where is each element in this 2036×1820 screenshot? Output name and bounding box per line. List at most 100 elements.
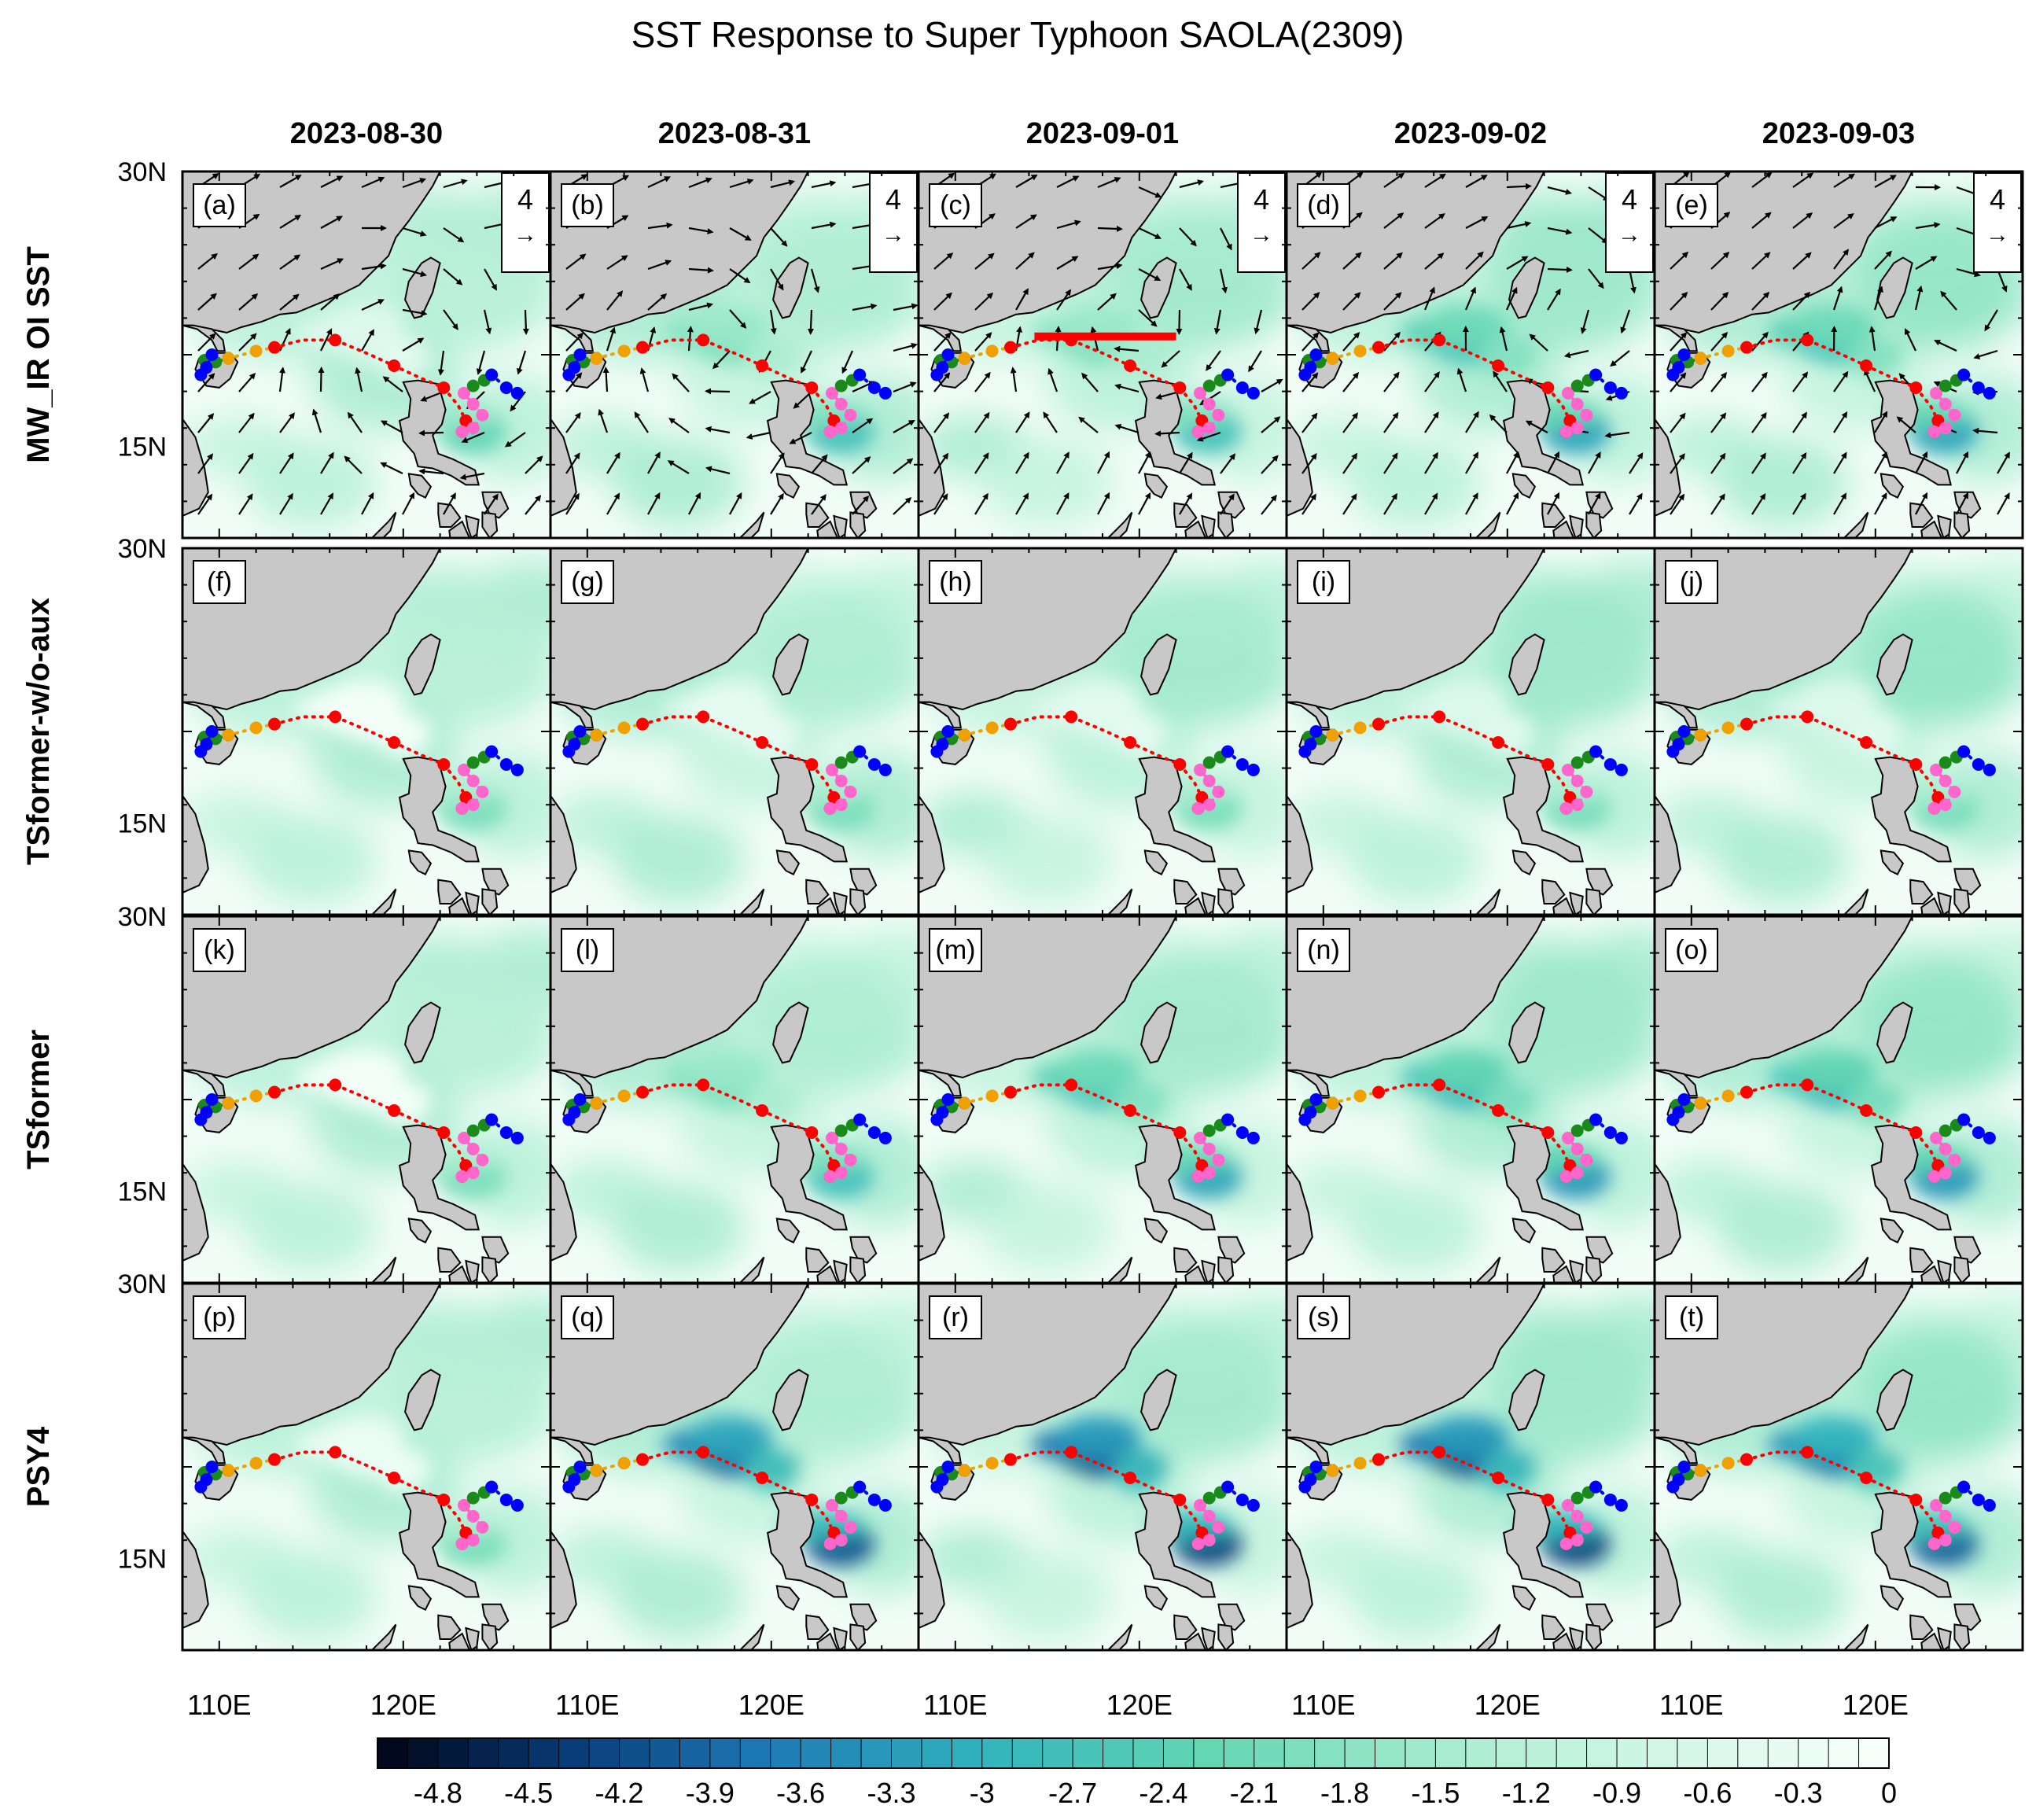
svg-text:(d): (d) [1307,190,1340,220]
track-orange-point [222,1464,235,1477]
colorbar-bin [1073,1738,1104,1768]
track-blue-west-point [930,1113,944,1126]
track-orange-point [617,721,631,735]
track-saola-point [1909,1493,1923,1506]
track-pink-point [1938,397,1952,411]
x-tick-label: 120E [1106,1689,1173,1721]
track-saola [1745,1083,1940,1178]
track-orange-point [1694,1464,1707,1477]
track-blue-west-point [1677,725,1691,738]
track-blue-east-point [1972,1126,1985,1139]
track-green-2-point [1202,1124,1216,1137]
track-blue-west-point [1677,1461,1691,1473]
track-saola-point [1909,1126,1923,1139]
track-saola-point [1492,1103,1505,1117]
track-blue-east-point [1221,1113,1235,1126]
panel-label: (d) [1297,183,1350,227]
track-blue-east-point [510,1131,524,1144]
track-blue-east [1962,1485,1991,1507]
panel-label: (t) [1665,1295,1718,1339]
track-green-2-point [466,756,480,769]
track-orange-point [1721,344,1735,358]
wind-reference-box: 4→ [1237,172,1286,273]
track-orange-point [985,1089,999,1103]
track-saola-point [1433,710,1446,724]
track-blue-east-point [485,1480,499,1494]
svg-text:(a): (a) [203,190,236,220]
track-saola-point [1740,1085,1753,1099]
track-saola-point [756,735,769,749]
track-saola-point [1372,717,1385,731]
y-tick-label: 15N [118,1177,167,1207]
panel-label: (k) [193,928,246,972]
track-blue-east-point [1983,1498,1996,1512]
colorbar-bin [528,1738,560,1768]
track-green-2-point [834,379,848,392]
track-pink-point [458,763,471,776]
track-pink-point [455,1170,469,1183]
track-saola-point [1004,1453,1017,1466]
track-saola [1745,338,1940,433]
track-blue-east [1226,373,1255,395]
y-tick-label: 30N [118,534,167,564]
track-saola-point [636,717,649,731]
track-orange-point [958,352,971,365]
track-saola-point [268,1085,281,1099]
track-saola [1377,338,1572,433]
panel-label: (f) [193,560,246,604]
colorbar-bin [1345,1738,1376,1768]
track-blue-west-point [941,348,955,361]
typhoon-tracks [194,1446,524,1550]
track-pink-point [834,1166,848,1180]
track-pink-point [1938,1166,1952,1180]
colorbar-bin [1012,1738,1044,1768]
wind-reference-value: 4 [1254,183,1269,216]
track-pink-point [458,1131,471,1144]
colorbar-bin [1526,1738,1557,1768]
colorbar-bin [1284,1738,1316,1768]
track-blue-west-point [205,725,219,738]
colorbar-tick-label: -3.3 [867,1777,915,1809]
track-pink-point [1559,801,1573,815]
track-blue-west-point [205,1093,219,1106]
colorbar-bin [1375,1738,1406,1768]
track-saola-point [1065,1078,1078,1092]
map-panel: (m) [917,915,1288,1284]
track-pink-point [1948,408,1961,422]
svg-text:(b): (b) [571,190,604,220]
track-pink-point [823,1537,837,1550]
track-orange-point [1694,728,1707,742]
track-blue-west-point [194,368,208,381]
track-saola-point [388,359,401,372]
wind-reference-value: 4 [1622,183,1637,216]
track-blue-east-point [499,381,513,394]
track-pink-point [844,785,857,798]
track-pink-point [1580,408,1593,422]
track-pink-point [458,386,471,400]
track-blue-west-point [1666,745,1680,758]
track-blue-east-point [878,386,892,400]
colorbar: -4.8 -4.5 -4.2 -3.9 -3.6 -3.3 -3 -2.7 -2.4 -2.1 -1… [377,1737,1897,1809]
x-tick-label: 110E [187,1689,251,1721]
track-saola-point [1740,717,1753,731]
track-pink-point [834,1534,848,1547]
colorbar-tick-label: -1.5 [1411,1777,1460,1809]
panel-label: (h) [929,560,982,604]
track-pink-point [1194,1498,1207,1512]
map-panel: (o) [1653,915,2024,1284]
track-pink-point [1202,1509,1216,1523]
svg-text:(h): (h) [939,567,972,597]
track-saola-point [1433,1446,1446,1459]
track-pink-point [466,774,480,787]
track-blue-east [1594,750,1623,772]
svg-text:(t): (t) [1679,1302,1704,1332]
wind-reference-value: 4 [885,183,901,216]
track-saola [1377,1083,1572,1178]
track-blue-east-point [1221,1480,1235,1494]
track-saola-point [1860,1103,1873,1117]
track-blue-east-point [1614,386,1628,400]
track-blue-east [858,373,887,395]
track-pink-point [458,1498,471,1512]
track-blue-west-point [1298,368,1312,381]
track-blue-east-point [1246,1498,1260,1512]
